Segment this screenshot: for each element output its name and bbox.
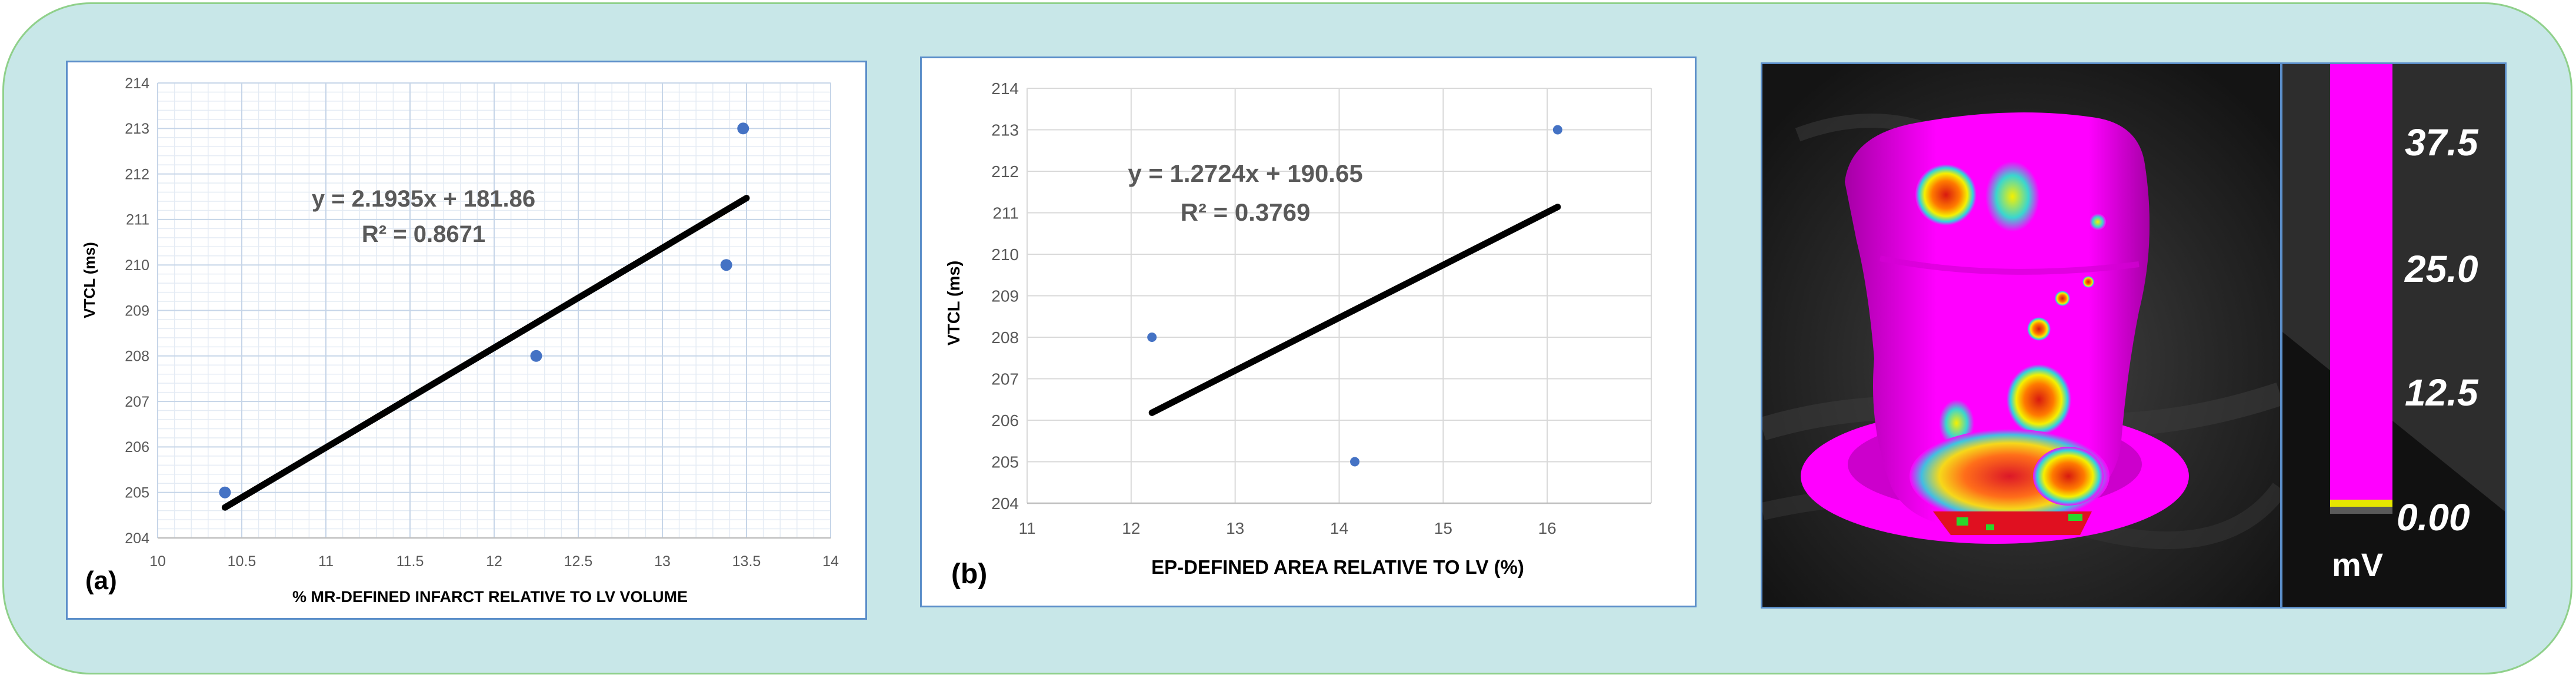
- panel-label: (b): [951, 559, 987, 590]
- data-point: [1147, 333, 1157, 342]
- y-tick-label: 207: [125, 394, 149, 410]
- y-tick-label: 205: [125, 484, 149, 501]
- y-tick-label: 212: [125, 166, 149, 182]
- trendline: [221, 195, 750, 511]
- x-axis-title: % MR-DEFINED INFARCT RELATIVE TO LV VOLU…: [292, 588, 688, 606]
- y-tick-label: 208: [991, 328, 1019, 347]
- panel-label: (a): [85, 566, 117, 595]
- y-tick-label: 210: [991, 245, 1019, 264]
- y-tick-label: 204: [991, 494, 1019, 513]
- y-tick-label: 210: [125, 257, 149, 274]
- scatter-chart-b: 11 12 13 14 15 16 204 205 206 207 208 209 210 211 212 2…: [945, 79, 1652, 590]
- x-tick-label: 13: [654, 553, 671, 570]
- r-squared-label: R² = 0.3769: [1181, 198, 1311, 226]
- x-tick-label: 14: [822, 553, 839, 570]
- y-tick-label: 214: [125, 75, 149, 92]
- y-tick-label: 212: [991, 162, 1019, 181]
- y-tick-label: 211: [992, 204, 1019, 222]
- x-tick-label: 11.5: [396, 553, 424, 570]
- y-tick-label: 208: [125, 348, 149, 365]
- data-point: [219, 486, 231, 498]
- x-tick-label: 13: [1226, 519, 1244, 537]
- y-tick-label: 213: [125, 121, 149, 137]
- x-tick-label: 10: [149, 553, 166, 570]
- x-tick-label: 12: [486, 553, 502, 570]
- x-axis-title: EP-DEFINED AREA RELATIVE TO LV (%): [1151, 556, 1524, 578]
- colorbar-fill: [2330, 64, 2392, 500]
- x-tick-label: 10.5: [228, 553, 256, 570]
- colorbar-unit: mV: [2332, 546, 2383, 583]
- voltage-map-panel: 37.5 25.0 12.5 0.00 mV: [1759, 62, 2507, 609]
- voltage-map-image: 37.5 25.0 12.5 0.00 mV: [1759, 64, 2505, 607]
- y-tick-label: 209: [991, 287, 1019, 305]
- y-tick-label: 207: [991, 370, 1019, 388]
- y-tick-label: 205: [991, 453, 1019, 471]
- y-axis-title: VTCL (ms): [945, 261, 964, 345]
- data-point: [1552, 125, 1562, 135]
- colorbar-label-0-00: 0.00: [2397, 496, 2470, 539]
- x-tick-label: 12.5: [564, 553, 593, 570]
- x-tick-label: 16: [1538, 519, 1557, 537]
- y-tick-label: 213: [991, 121, 1019, 139]
- equation-label: y = 2.1935x + 181.86: [312, 186, 535, 212]
- x-tick-label: 13.5: [732, 553, 761, 570]
- data-point: [737, 122, 749, 135]
- data-point: [530, 350, 542, 362]
- y-tick-label: 204: [125, 530, 149, 547]
- scatter-chart-a: 10 10.5 11 11.5 12 12.5 13 13.5 14 204 205 206 207 20…: [81, 75, 839, 606]
- y-tick-label: 209: [125, 303, 149, 319]
- chart-panel-a: 10 10.5 11 11.5 12 12.5 13 13.5 14 204 205 206 207 20…: [66, 61, 867, 620]
- x-tick-label: 12: [1122, 519, 1140, 537]
- y-tick-label: 206: [125, 439, 149, 456]
- x-tick-label: 11: [318, 553, 334, 570]
- chart-panel-b: 11 12 13 14 15 16 204 205 206 207 208 209 210 211 212 2…: [920, 56, 1697, 607]
- equation-label: y = 1.2724x + 190.65: [1128, 159, 1362, 187]
- colorbar-label-37-5: 37.5: [2405, 121, 2479, 164]
- colorbar-label-12-5: 12.5: [2405, 371, 2479, 414]
- data-point: [1350, 457, 1360, 467]
- x-tick-label: 15: [1434, 519, 1452, 537]
- trendline: [1148, 204, 1561, 416]
- y-tick-label: 211: [126, 212, 149, 228]
- colorbar-label-25-0: 25.0: [2404, 248, 2478, 290]
- y-tick-label: 206: [991, 411, 1019, 430]
- r-squared-label: R² = 0.8671: [362, 221, 485, 247]
- data-point: [720, 259, 732, 271]
- y-tick-label: 214: [991, 79, 1019, 98]
- x-tick-label: 11: [1018, 519, 1035, 537]
- x-tick-label: 14: [1330, 519, 1348, 537]
- y-axis-title: VTCL (ms): [81, 242, 98, 318]
